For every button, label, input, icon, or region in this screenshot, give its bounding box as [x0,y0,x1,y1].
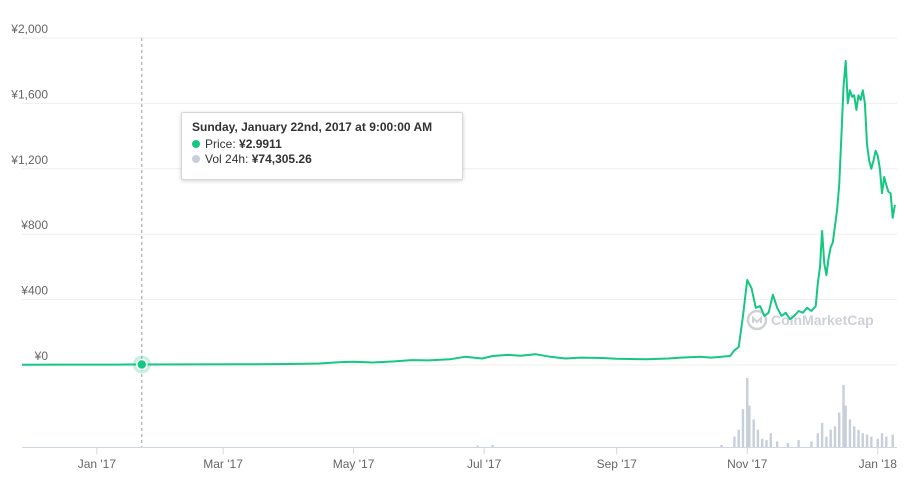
x-tick-label: May '17 [333,457,375,471]
volume-series [476,378,894,447]
volume-dot-icon [192,155,200,163]
volume-bar [844,405,847,447]
volume-bar [885,436,888,447]
price-line[interactable] [21,59,896,366]
y-tick-label: ¥400 [20,284,48,298]
watermark-text: CoinMarketCap [771,312,874,328]
y-tick-label: ¥1,200 [10,153,48,167]
volume-bar [853,426,856,447]
tooltip-volume-value: ¥74,305.26 [251,152,312,166]
volume-bar [825,436,828,447]
volume-bar [833,426,837,447]
volume-bar [880,433,884,447]
chart-tooltip: Sunday, January 22nd, 2017 at 9:00:00 AM… [181,112,463,180]
volume-bar [816,433,820,447]
x-tick-label: Jul '17 [467,457,502,471]
x-tick-label: Sep '17 [597,457,638,471]
x-axis: Jan '17 Mar '17 May '17 Jul '17 Sep '17 Nov '… [22,447,898,471]
volume-bar [476,445,479,447]
volume-bar [797,440,800,447]
volume-bar [865,434,869,447]
volume-bar [870,436,873,447]
coinmarketcap-logo-icon [746,309,768,331]
highlight-point[interactable] [136,358,148,371]
tooltip-price-label: Price: [205,137,236,151]
volume-bar [748,405,751,447]
volume-bar [491,444,494,447]
volume-bar [820,422,824,447]
volume-bar [733,436,736,447]
volume-bar [891,434,894,447]
volume-bar [857,429,860,447]
volume-bar [752,419,755,447]
volume-bar [838,412,841,447]
volume-bar [737,429,740,447]
y-tick-label: ¥2,000 [10,22,48,36]
volume-bar [810,441,813,447]
y-tick-label: ¥0 [34,349,49,363]
y-axis: ¥2,000 ¥1,600 ¥1,200 ¥800 ¥400 ¥0 [10,22,48,363]
volume-bar [842,384,845,447]
tooltip-price-value: ¥2.9911 [239,137,282,151]
volume-bar [756,429,760,447]
volume-bar [765,440,768,447]
y-tick-label: ¥800 [20,218,48,232]
volume-bar [848,419,852,447]
volume-bar [876,438,879,447]
volume-bar [741,409,745,447]
x-tick-label: Nov '17 [727,457,768,471]
volume-bar [720,444,723,447]
watermark: CoinMarketCap [746,309,874,331]
volume-bar [775,441,779,447]
volume-bar [769,433,772,447]
tooltip-volume-row: Vol 24h: ¥74,305.26 [192,152,452,167]
volume-bar [829,429,832,447]
tooltip-price-row: Price: ¥2.9911 [192,137,452,152]
volume-bar [761,438,764,447]
volume-bar [746,378,749,447]
x-tick-label: Jan '18 [859,457,898,471]
price-dot-icon [192,140,200,148]
tooltip-volume-label: Vol 24h: [205,152,249,166]
x-tick-label: Jan '17 [78,457,117,471]
x-tick-label: Mar '17 [203,457,243,471]
volume-bar [861,433,864,447]
y-tick-label: ¥1,600 [10,87,48,101]
volume-bar [786,442,790,447]
tooltip-title: Sunday, January 22nd, 2017 at 9:00:00 AM [192,120,433,134]
